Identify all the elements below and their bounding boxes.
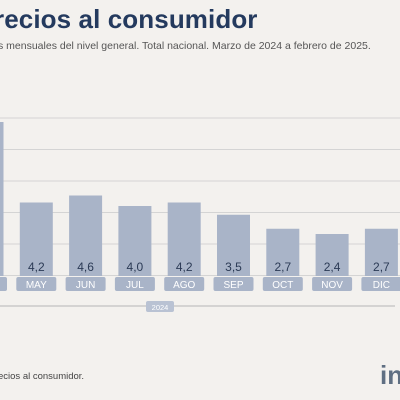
tick-label: AGO	[173, 280, 195, 291]
month-pill	[0, 277, 7, 291]
value-label: 2,7	[373, 260, 390, 274]
month-pill	[65, 277, 106, 291]
month-pill	[361, 277, 400, 291]
value-label: 4,6	[77, 260, 94, 274]
bar-jun	[69, 195, 103, 276]
value-label: 4,0	[127, 260, 144, 274]
month-pill	[114, 277, 155, 291]
value-label: 4,2	[176, 260, 193, 274]
bar-nov	[315, 234, 349, 276]
source-note: ecios al consumidor.	[0, 371, 85, 382]
chart-title: recios al consumidor	[0, 4, 258, 34]
tick-label: NOV	[321, 280, 343, 291]
value-label: 2,7	[274, 260, 291, 274]
tick-label: JUL	[126, 280, 144, 291]
value-label: 4,2	[28, 260, 45, 274]
month-pill	[312, 277, 353, 291]
brand-logo: in	[380, 360, 400, 390]
bar-ago	[167, 202, 201, 276]
month-pill	[213, 277, 254, 291]
tick-label: JUN	[76, 280, 95, 291]
bar-jul	[118, 206, 152, 276]
bar-may	[19, 202, 53, 276]
month-pill	[262, 277, 303, 291]
bar-oct	[266, 228, 300, 276]
month-pill	[164, 277, 205, 291]
value-label: 2,4	[324, 260, 341, 274]
value-labels: 4,2 4,6 4,0 4,2 3,5 2,7 2,4 2,7	[28, 260, 390, 274]
tick-label: SEP	[223, 280, 243, 291]
bar-dic	[364, 228, 398, 276]
bars	[0, 122, 398, 276]
tick-label: MAY	[26, 280, 47, 291]
chart-subtitle: s mensuales del nivel general. Total nac…	[0, 40, 371, 52]
tick-label: DIC	[373, 280, 390, 291]
bar-sep	[217, 214, 250, 276]
x-axis: MAY JUN JUL AGO SEP OCT NOV DIC 2024	[0, 277, 400, 312]
bar-edge	[0, 122, 4, 276]
year-label: 2024	[152, 303, 169, 312]
value-label: 3,5	[225, 260, 242, 274]
month-pill	[16, 277, 57, 291]
year-pill	[146, 301, 174, 312]
tick-label: OCT	[272, 280, 293, 291]
